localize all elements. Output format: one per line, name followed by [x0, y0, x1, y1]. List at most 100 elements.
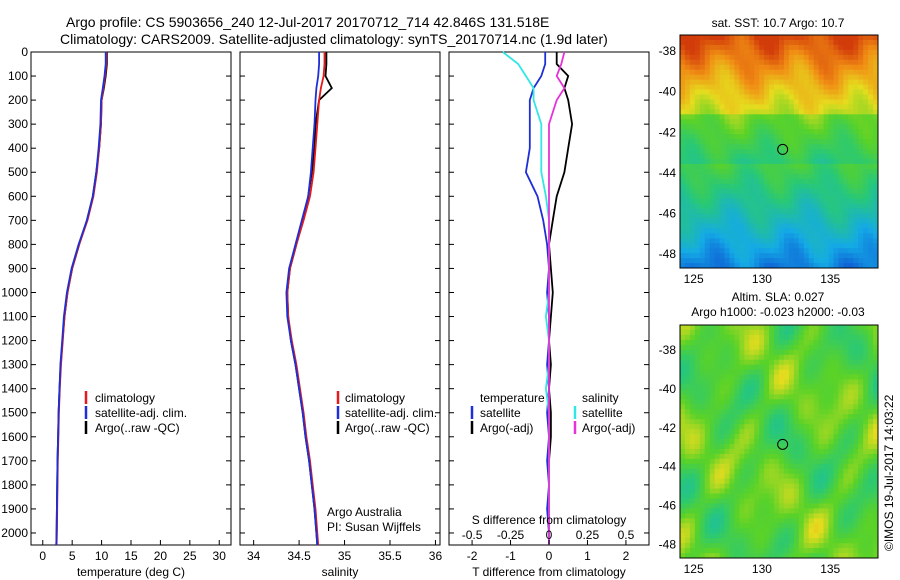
sst-heatmap-cell [779, 198, 785, 204]
sla-heatmap-cell [689, 548, 696, 554]
sla-heatmap-cell [853, 483, 859, 489]
sst-heatmap-cell [699, 139, 706, 145]
sla-heatmap-cell [813, 389, 819, 395]
sst-heatmap-cell [858, 228, 864, 234]
sla-heatmap-cell [813, 528, 819, 534]
sst-heatmap-cell [828, 144, 834, 150]
sst-heatmap-cell [714, 39, 720, 46]
sst-heatmap-cell [793, 35, 800, 41]
sst-heatmap-cell [833, 139, 839, 145]
sla-heatmap-cell [764, 409, 770, 415]
sst-heatmap-cell [783, 253, 790, 259]
sst-heatmap-cell [783, 134, 790, 140]
depth-tick-label: 600 [8, 189, 28, 203]
sst-heatmap-cell [694, 94, 701, 100]
sst-heatmap-cell [764, 258, 770, 264]
sla-heatmap-cell [744, 508, 750, 514]
sst-heatmap-cell [808, 104, 815, 110]
sla-heatmap-cell [798, 543, 805, 549]
sst-heatmap-cell [729, 163, 735, 170]
sla-heatmap-cell [739, 493, 745, 499]
depth-tick-label: 0 [21, 45, 28, 59]
sst-heatmap-cell [704, 188, 711, 195]
sst-heatmap-cell [838, 188, 844, 195]
depth-tick-label: 1500 [1, 406, 28, 420]
sla-heatmap-cell [803, 349, 810, 356]
sst-heatmap-cell [694, 183, 701, 190]
sst-heatmap-cell [749, 198, 755, 204]
sst-heatmap-cell [813, 84, 819, 90]
sla-heatmap-cell [848, 453, 854, 460]
sst-heatmap-cell [788, 253, 795, 259]
temperature-legend: climatology satellite-adj. clim. Argo(..… [84, 391, 187, 435]
sst-heatmap-cell [868, 114, 874, 120]
sst-heatmap-cell [744, 233, 750, 239]
sla-heatmap-cell [793, 364, 800, 371]
sla-heatmap-cell [764, 453, 770, 460]
sst-heatmap-cell [744, 228, 750, 234]
sla-heatmap-cell [843, 533, 849, 539]
sst-heatmap-cell [769, 64, 775, 71]
sla-heatmap-cell [744, 394, 750, 400]
sla-heatmap-cell [838, 414, 844, 420]
sla-heatmap-cell [783, 334, 790, 341]
sst-heatmap-cell [694, 104, 701, 110]
sla-heatmap-cell [823, 379, 829, 385]
sla-heatmap-cell [808, 399, 815, 405]
sst-heatmap-cell [863, 139, 869, 145]
sst-heatmap-cell [699, 44, 706, 51]
sla-heatmap-cell [803, 513, 810, 519]
sla-heatmap-cell [813, 359, 819, 366]
sla-heatmap-cell [833, 518, 839, 524]
sla-heatmap-cell [779, 543, 785, 549]
sst-heatmap-cell [749, 124, 755, 130]
x-tick-label: 20 [154, 549, 168, 563]
sst-heatmap-cell [848, 228, 854, 234]
sla-heatmap-cell [873, 548, 878, 554]
sla-heatmap-cell [699, 434, 706, 440]
sst-heatmap-cell [774, 89, 780, 95]
sst-heatmap-cell [769, 218, 775, 224]
sla-heatmap-cell [843, 543, 849, 549]
sla-heatmap-cell [793, 553, 800, 558]
sla-heatmap-cell [704, 453, 711, 460]
sst-heatmap-cell [759, 49, 765, 56]
sla-heatmap-cell [694, 463, 701, 470]
sst-heatmap-cell [779, 238, 785, 244]
sla-heatmap-cell [694, 553, 701, 558]
sst-heatmap-cell [709, 173, 716, 180]
sst-heatmap-cell [843, 243, 849, 249]
sla-heatmap-cell [749, 473, 755, 480]
sla-heatmap-cell [863, 434, 869, 440]
sla-heatmap-cell [734, 478, 740, 485]
sst-heatmap-cell [858, 49, 864, 56]
sla-map-argo-marker [777, 438, 789, 450]
sla-heatmap-cell [709, 508, 716, 514]
sla-heatmap-cell [729, 414, 735, 420]
sst-heatmap-cell [734, 228, 740, 234]
sst-heatmap-cell [803, 198, 810, 204]
sst-heatmap-cell [739, 94, 745, 100]
sla-heatmap-cell [843, 538, 849, 544]
sla-heatmap-cell [828, 429, 834, 435]
sst-heatmap-cell [719, 139, 725, 145]
sla-heatmap-cell [709, 394, 716, 400]
sla-heatmap-cell [729, 399, 735, 405]
sla-heatmap-cell [813, 409, 819, 415]
sst-heatmap-cell [680, 94, 686, 100]
sla-heatmap-cell [843, 414, 849, 420]
sla-heatmap-cell [863, 414, 869, 420]
sla-heatmap-cell [833, 443, 839, 450]
sla-heatmap-cell [793, 334, 800, 341]
sla-heatmap-cell [689, 439, 696, 445]
sst-heatmap-cell [863, 119, 869, 125]
sla-heatmap-cell [798, 344, 805, 351]
sla-heatmap-cell [699, 414, 706, 420]
sst-heatmap-cell [873, 223, 878, 229]
sla-heatmap-cell [793, 513, 800, 519]
sla-heatmap-cell [823, 493, 829, 499]
sst-heatmap-cell [734, 44, 740, 51]
sla-heatmap-cell [699, 473, 706, 480]
sst-heatmap-cell [744, 119, 750, 125]
sla-heatmap-cell [843, 553, 849, 558]
